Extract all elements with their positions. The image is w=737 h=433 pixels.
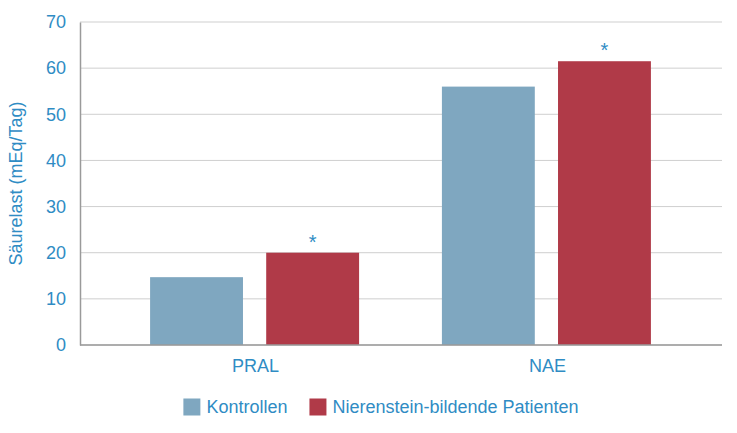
chart: 0 10 20 30 40 50 60 70 PRAL NAE * * Säurelast (mEq/T… [0, 0, 737, 433]
x-tick: NAE [529, 345, 566, 376]
y-tick: 20 [46, 243, 80, 263]
legend: Kontrollen Nierenstein-bildende Patienten [183, 397, 578, 417]
y-axis-title: Säurelast (mEq/Tag) [6, 101, 26, 265]
legend-swatch [309, 399, 326, 416]
grid [80, 22, 722, 345]
x-tick-label: NAE [529, 356, 566, 376]
y-tick-label: 60 [46, 58, 66, 78]
legend-item: Nierenstein-bildende Patienten [309, 397, 578, 417]
x-axis-line [80, 344, 722, 346]
y-tick: 70 [46, 12, 80, 32]
legend-swatch [183, 399, 200, 416]
grid-line [80, 22, 722, 23]
y-tick: 10 [46, 289, 80, 309]
y-tick-label: 10 [46, 289, 66, 309]
bars [150, 61, 651, 345]
y-tick: 0 [56, 335, 80, 355]
x-tick: PRAL [232, 345, 279, 376]
y-axis-line [80, 23, 82, 346]
annotation: * [309, 231, 317, 253]
y-tick: 60 [46, 58, 80, 78]
legend-label: Kontrollen [206, 397, 287, 417]
x-tick-label: PRAL [232, 356, 279, 376]
y-tick-label: 70 [46, 12, 66, 32]
y-tick-label: 30 [46, 197, 66, 217]
bar [558, 61, 651, 345]
y-tick-label: 40 [46, 151, 66, 171]
y-tick-label: 50 [46, 105, 66, 125]
y-tick-label: 0 [56, 335, 66, 355]
bar [266, 253, 359, 345]
y-tick: 30 [46, 197, 80, 217]
legend-label: Nierenstein-bildende Patienten [332, 397, 578, 417]
grid-line [80, 345, 722, 346]
y-tick: 40 [46, 151, 80, 171]
annotation: * [601, 39, 609, 61]
y-axis: 0 10 20 30 40 50 60 70 [46, 12, 81, 355]
y-tick: 50 [46, 105, 80, 125]
legend-item: Kontrollen [183, 397, 287, 417]
bar [150, 277, 243, 345]
y-tick-label: 20 [46, 243, 66, 263]
x-axis: PRAL NAE [80, 345, 722, 376]
bar [442, 87, 535, 345]
